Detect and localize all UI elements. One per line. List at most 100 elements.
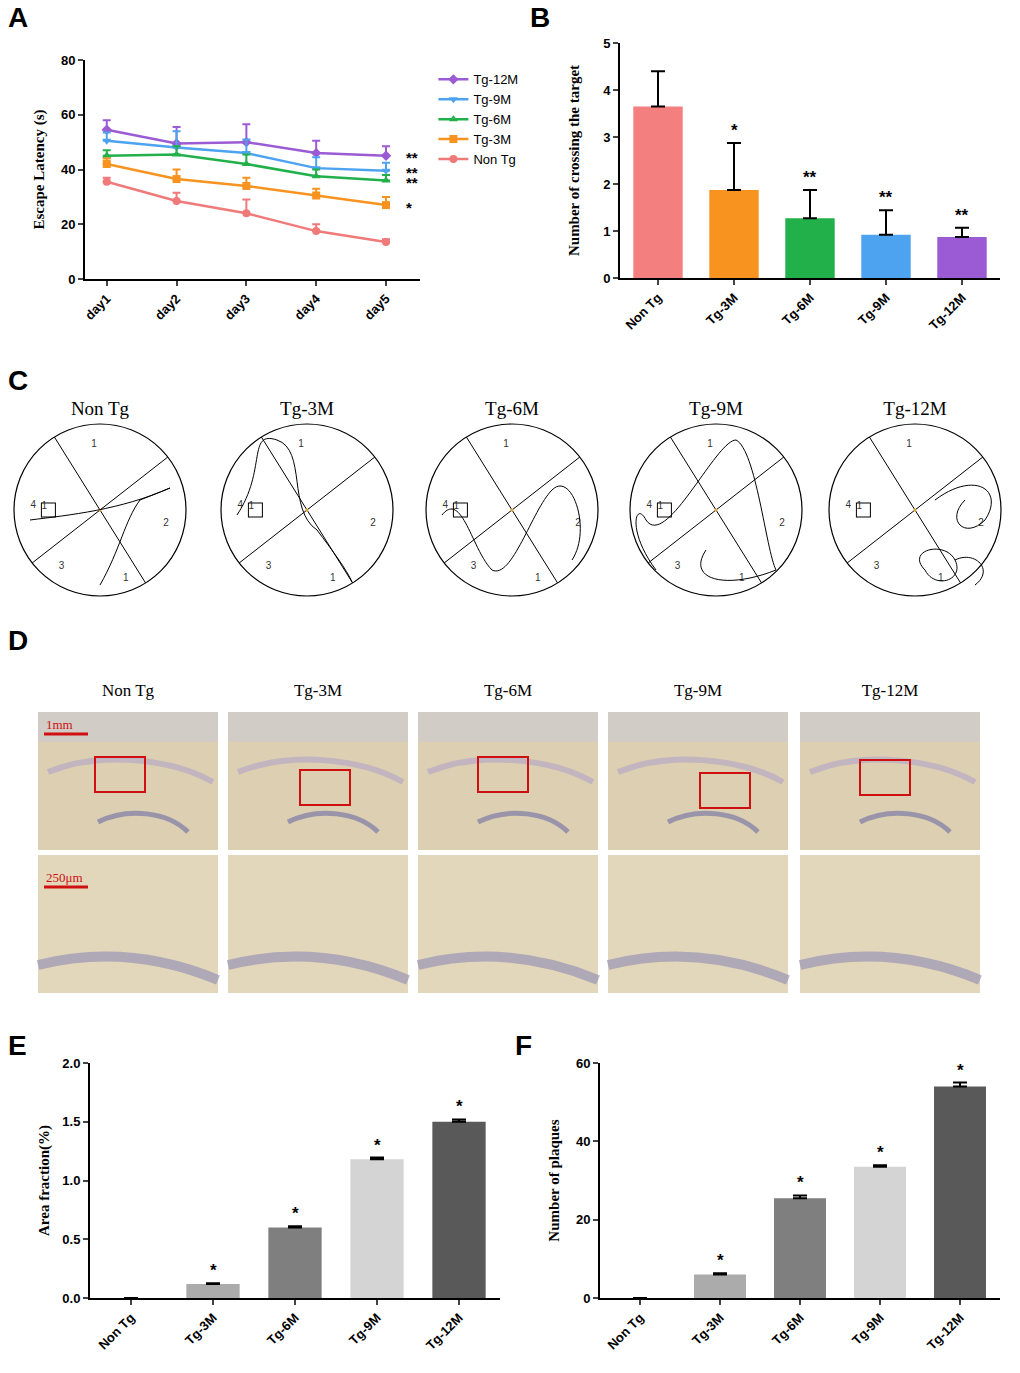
svg-text:Non Tg: Non Tg	[95, 1310, 137, 1352]
svg-text:Non Tg: Non Tg	[71, 398, 130, 419]
svg-text:1.0: 1.0	[62, 1173, 80, 1188]
svg-text:60: 60	[576, 1056, 590, 1071]
svg-text:1: 1	[249, 500, 255, 511]
svg-text:Tg-9M: Tg-9M	[689, 398, 743, 419]
svg-text:3: 3	[603, 130, 610, 145]
svg-text:0.5: 0.5	[62, 1232, 80, 1247]
svg-text:20: 20	[61, 217, 75, 232]
svg-text:Number of crossing the target: Number of crossing the target	[566, 65, 582, 256]
svg-text:2.0: 2.0	[62, 1056, 80, 1071]
svg-text:**: **	[955, 206, 969, 225]
svg-text:2: 2	[603, 177, 610, 192]
svg-text:Non Tg: Non Tg	[604, 1310, 646, 1352]
svg-text:**: **	[406, 149, 418, 166]
svg-text:2: 2	[163, 517, 169, 528]
svg-text:4: 4	[442, 499, 448, 510]
svg-text:*: *	[292, 1204, 299, 1223]
svg-text:Tg-12M: Tg-12M	[423, 1310, 466, 1353]
svg-text:**: **	[406, 174, 418, 191]
svg-text:*: *	[731, 121, 738, 140]
svg-text:3: 3	[59, 560, 65, 571]
svg-text:*: *	[957, 1061, 964, 1080]
svg-text:1: 1	[739, 572, 745, 583]
svg-text:4: 4	[603, 83, 611, 98]
svg-text:Area fraction(%): Area fraction(%)	[36, 1125, 53, 1236]
svg-text:Tg-6M: Tg-6M	[473, 112, 511, 127]
svg-text:Tg-12M: Tg-12M	[926, 290, 969, 333]
svg-text:Tg-12M: Tg-12M	[862, 681, 919, 700]
svg-text:3: 3	[675, 560, 681, 571]
svg-text:0: 0	[68, 272, 75, 287]
svg-text:80: 80	[61, 53, 75, 68]
svg-text:1: 1	[42, 500, 48, 511]
svg-text:Non Tg: Non Tg	[102, 681, 155, 700]
svg-text:3: 3	[471, 560, 477, 571]
svg-text:1: 1	[298, 438, 304, 449]
svg-text:4: 4	[30, 499, 36, 510]
svg-text:Tg-3M: Tg-3M	[280, 398, 334, 419]
svg-text:Tg-6M: Tg-6M	[779, 290, 817, 328]
svg-text:Tg-3M: Tg-3M	[703, 290, 741, 328]
svg-text:1: 1	[123, 572, 129, 583]
svg-text:0: 0	[603, 271, 610, 286]
svg-text:Tg-12M: Tg-12M	[924, 1310, 967, 1353]
svg-text:*: *	[406, 199, 412, 216]
svg-text:1: 1	[658, 500, 664, 511]
svg-text:*: *	[717, 1251, 724, 1270]
svg-text:Number of plaques: Number of plaques	[546, 1119, 562, 1241]
svg-text:60: 60	[61, 107, 75, 122]
svg-text:**: **	[406, 164, 418, 181]
svg-text:1: 1	[906, 438, 912, 449]
svg-text:Tg-9M: Tg-9M	[849, 1310, 887, 1348]
svg-text:Tg-12M: Tg-12M	[883, 398, 946, 419]
svg-text:1.5: 1.5	[62, 1114, 80, 1129]
svg-text:*: *	[374, 1136, 381, 1155]
svg-text:day3: day3	[222, 291, 254, 323]
svg-text:4: 4	[646, 499, 652, 510]
svg-text:*: *	[797, 1173, 804, 1192]
svg-text:0: 0	[583, 1291, 590, 1306]
svg-text:40: 40	[61, 162, 75, 177]
svg-text:1: 1	[91, 438, 97, 449]
svg-text:Tg-3M: Tg-3M	[689, 1310, 727, 1348]
svg-text:1: 1	[857, 500, 863, 511]
svg-text:Tg-6M: Tg-6M	[484, 681, 532, 700]
svg-text:20: 20	[576, 1212, 590, 1227]
svg-text:Non Tg: Non Tg	[622, 290, 664, 332]
svg-text:1: 1	[503, 438, 509, 449]
svg-text:1: 1	[707, 438, 713, 449]
svg-text:2: 2	[370, 517, 376, 528]
svg-text:250μm: 250μm	[46, 870, 83, 885]
svg-text:Tg-9M: Tg-9M	[346, 1310, 384, 1348]
svg-text:Tg-3M: Tg-3M	[182, 1310, 220, 1348]
svg-text:day1: day1	[82, 291, 114, 323]
svg-text:2: 2	[779, 517, 785, 528]
svg-text:Tg-6M: Tg-6M	[264, 1310, 302, 1348]
svg-text:Tg-3M: Tg-3M	[473, 132, 511, 147]
svg-text:day5: day5	[361, 291, 393, 323]
svg-text:**: **	[879, 188, 893, 207]
svg-text:day4: day4	[291, 291, 323, 323]
svg-text:*: *	[210, 1261, 217, 1280]
svg-text:Tg-6M: Tg-6M	[485, 398, 539, 419]
svg-text:4: 4	[237, 499, 243, 510]
svg-text:1mm: 1mm	[46, 717, 73, 732]
svg-text:3: 3	[874, 560, 880, 571]
svg-text:Tg-6M: Tg-6M	[769, 1310, 807, 1348]
svg-text:Tg-9M: Tg-9M	[674, 681, 722, 700]
svg-text:Non Tg: Non Tg	[473, 152, 515, 167]
svg-text:40: 40	[576, 1134, 590, 1149]
svg-text:1: 1	[603, 224, 610, 239]
svg-text:Tg-9M: Tg-9M	[855, 290, 893, 328]
svg-text:Tg-3M: Tg-3M	[294, 681, 342, 700]
svg-text:*: *	[877, 1143, 884, 1162]
svg-text:Tg-12M: Tg-12M	[473, 72, 518, 87]
svg-text:**: **	[803, 168, 817, 187]
svg-text:1: 1	[330, 572, 336, 583]
svg-text:3: 3	[266, 560, 272, 571]
svg-text:*: *	[456, 1097, 463, 1116]
svg-text:0.0: 0.0	[62, 1291, 80, 1306]
svg-text:1: 1	[535, 572, 541, 583]
svg-text:4: 4	[845, 499, 851, 510]
svg-text:day2: day2	[152, 291, 184, 323]
